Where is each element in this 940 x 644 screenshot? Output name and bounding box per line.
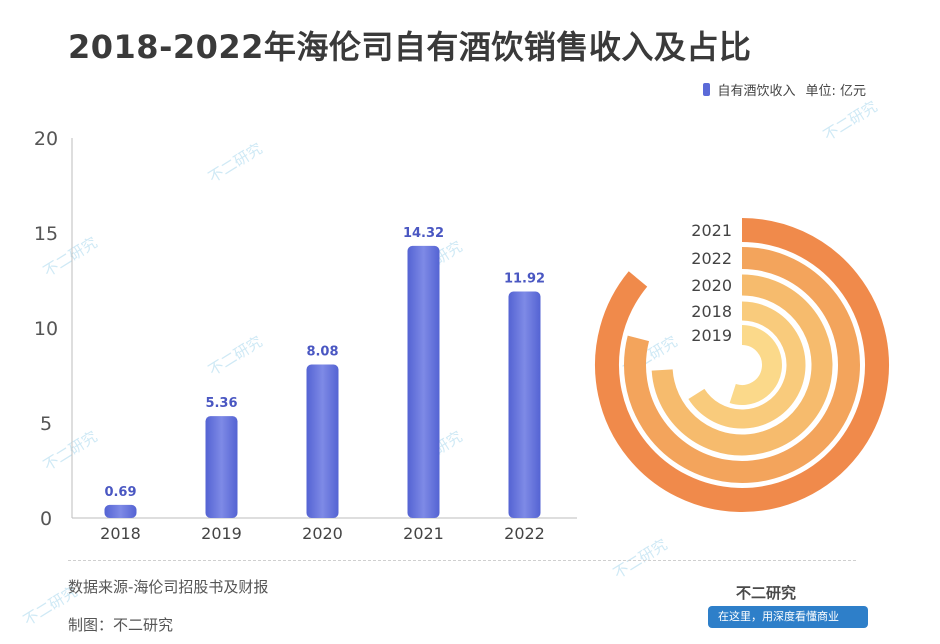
radial-label: 2019 [691,326,732,345]
bar [205,416,238,518]
radial-arc [729,325,782,405]
x-tick-label: 2021 [403,524,444,543]
x-tick-label: 2019 [201,524,242,543]
data-label: 5.36 [205,396,237,411]
legend-swatch [703,83,711,96]
radial-label: 2021 [691,221,732,240]
footnote-divider [68,560,856,561]
y-tick-label: 5 [40,413,52,435]
brand-name: 不二研究 [736,584,797,602]
radial-arc [688,301,806,429]
source-note: 数据来源-海伦司招股书及财报 [68,578,269,596]
x-tick-label: 2020 [302,524,343,543]
data-label: 14.32 [403,226,444,241]
bar [508,291,541,518]
radial-label: 2020 [691,276,732,295]
legend-series-label: 自有酒饮收入 [717,84,796,99]
bar [104,504,137,518]
legend-unit-label: 单位: 亿元 [805,84,866,99]
bar [306,364,339,518]
radial-chart: 2021 2022 2020 2018 2019 [595,218,889,512]
radial-label: 2018 [691,302,732,321]
y-tick-label: 0 [40,508,52,530]
y-tick-label: 20 [34,128,58,150]
data-label: 0.69 [104,485,136,500]
brand-banner: 在这里，用深度看懂商业 [708,606,868,628]
bar-chart: 0 5 10 15 20 0.69 2018 5.36 2019 8.08 2020 14.32 202… [34,128,577,543]
radial-arc [624,247,860,483]
y-tick-label: 10 [34,318,58,340]
author-note: 制图：不二研究 [68,616,174,634]
data-label: 8.08 [306,344,338,359]
legend: 自有酒饮收入 单位: 亿元 [703,80,866,99]
x-tick-label: 2022 [504,524,545,543]
data-label: 11.92 [504,272,545,287]
legend-item-series: 自有酒饮收入 [703,80,795,99]
y-tick-label: 15 [34,223,58,245]
radial-arc [651,274,833,456]
bar [407,245,440,519]
chart-title: 2018-2022年海伦司自有酒饮销售收入及占比 [68,28,752,66]
radial-label: 2022 [691,249,732,268]
x-tick-label: 2018 [100,524,141,543]
radial-arc [595,218,889,512]
